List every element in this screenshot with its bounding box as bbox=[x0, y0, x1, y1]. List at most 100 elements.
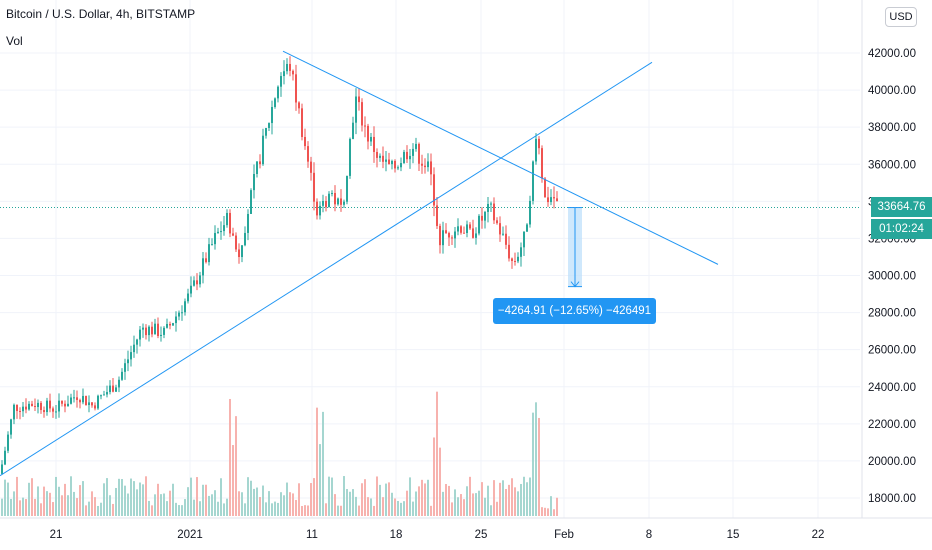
candle-body bbox=[514, 261, 516, 263]
volume-bar bbox=[202, 484, 204, 516]
candle-body bbox=[343, 201, 345, 205]
volume-bar bbox=[334, 494, 336, 516]
volume-bar bbox=[526, 482, 528, 516]
volume-bar bbox=[16, 476, 18, 516]
volume-bar bbox=[313, 478, 315, 516]
volume-bar bbox=[424, 483, 426, 516]
volume-bar bbox=[283, 495, 285, 516]
candle-body bbox=[295, 74, 297, 103]
volume-bar bbox=[406, 490, 408, 516]
volume-bar bbox=[394, 498, 396, 516]
volume-bar bbox=[22, 497, 24, 516]
volume-bar bbox=[553, 509, 555, 516]
candle-body bbox=[139, 329, 141, 340]
volume-bar bbox=[31, 478, 33, 516]
candle-body bbox=[301, 108, 303, 137]
volume-bar bbox=[298, 483, 300, 516]
candle-body bbox=[109, 385, 111, 393]
candle-body bbox=[124, 363, 126, 372]
candle-body bbox=[439, 225, 441, 246]
candle-body bbox=[130, 352, 132, 360]
candle-body bbox=[334, 192, 336, 205]
candle-body bbox=[520, 247, 522, 257]
candle-body bbox=[85, 395, 87, 406]
volume-bar bbox=[535, 402, 537, 516]
candle-body bbox=[331, 192, 333, 194]
volume-bar bbox=[235, 416, 237, 516]
candle-body bbox=[328, 193, 330, 208]
candle-body bbox=[556, 198, 558, 202]
volume-bar bbox=[199, 501, 201, 516]
time-tick-label: 8 bbox=[646, 529, 652, 541]
volume-bar bbox=[328, 476, 330, 516]
volume-bar bbox=[385, 483, 387, 516]
candle-body bbox=[370, 136, 372, 142]
volume-bar bbox=[517, 491, 519, 516]
price-tick-label: 18000.00 bbox=[868, 493, 916, 505]
candle-body bbox=[118, 379, 120, 388]
volume-bar bbox=[106, 478, 108, 516]
candle-body bbox=[166, 323, 168, 328]
candle-body bbox=[373, 136, 375, 152]
volume-bar bbox=[253, 488, 255, 516]
volume-bar bbox=[319, 444, 321, 516]
price-tick-label: 30000.00 bbox=[868, 271, 916, 283]
price-tick-label: 20000.00 bbox=[868, 456, 916, 468]
volume-bar bbox=[109, 495, 111, 516]
volume-bar bbox=[280, 492, 282, 516]
volume-bar bbox=[265, 502, 267, 516]
volume-bar bbox=[70, 476, 72, 516]
time-tick-label: 21 bbox=[50, 529, 63, 541]
candle-body bbox=[40, 402, 42, 411]
volume-bar bbox=[505, 489, 507, 516]
volume-bar bbox=[40, 503, 42, 516]
candle-body bbox=[160, 334, 162, 337]
volume-bar bbox=[520, 483, 522, 516]
candle-body bbox=[493, 203, 495, 221]
candle-body bbox=[484, 211, 486, 221]
volume-bar bbox=[511, 478, 513, 516]
volume-bar bbox=[85, 505, 87, 516]
volume-bar bbox=[61, 495, 63, 516]
candle-body bbox=[382, 155, 384, 162]
volume-bar bbox=[154, 494, 156, 516]
candle-body bbox=[127, 359, 129, 364]
price-axis: 18000.00 20000.00 22000.00 24000.00 26000.00… bbox=[861, 0, 916, 518]
candle-body bbox=[424, 165, 426, 168]
volume-bar bbox=[514, 487, 516, 516]
time-tick-label: Feb bbox=[554, 529, 574, 541]
candle-body bbox=[181, 312, 183, 314]
candle-body bbox=[271, 106, 273, 124]
time-tick-label: 15 bbox=[727, 529, 740, 541]
candle-body bbox=[79, 399, 81, 403]
candle-body bbox=[508, 244, 510, 259]
candle-body bbox=[511, 258, 513, 262]
candle-body bbox=[67, 403, 69, 407]
volume-bar bbox=[232, 445, 234, 516]
candle-body bbox=[505, 233, 507, 245]
candle-body bbox=[238, 249, 240, 258]
volume-bar bbox=[73, 491, 75, 516]
candle-body bbox=[145, 327, 147, 336]
volume-bar bbox=[427, 479, 429, 516]
candle-body bbox=[541, 148, 543, 179]
currency-button[interactable]: USD bbox=[885, 7, 917, 27]
volume-bar bbox=[292, 493, 294, 516]
volume-bar bbox=[1, 498, 3, 516]
volume-bar bbox=[301, 505, 303, 516]
volume-bar bbox=[238, 491, 240, 516]
candle-body bbox=[388, 159, 390, 165]
candle-body bbox=[304, 136, 306, 147]
volume-bar bbox=[193, 499, 195, 516]
volume-bar bbox=[49, 492, 51, 516]
volume-bar bbox=[310, 483, 312, 516]
volume-bar bbox=[349, 491, 351, 516]
candle-body bbox=[223, 225, 225, 232]
volume-bar bbox=[37, 486, 39, 516]
candle-body bbox=[451, 237, 453, 239]
measure-label: −4264.91 (−12.65%) −426491 bbox=[493, 298, 656, 324]
candle-body bbox=[193, 280, 195, 286]
candle-body bbox=[292, 70, 294, 75]
candle-body bbox=[517, 256, 519, 262]
